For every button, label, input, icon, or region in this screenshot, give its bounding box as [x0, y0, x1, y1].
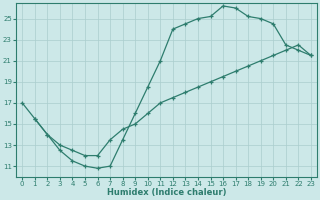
X-axis label: Humidex (Indice chaleur): Humidex (Indice chaleur) [107, 188, 226, 197]
